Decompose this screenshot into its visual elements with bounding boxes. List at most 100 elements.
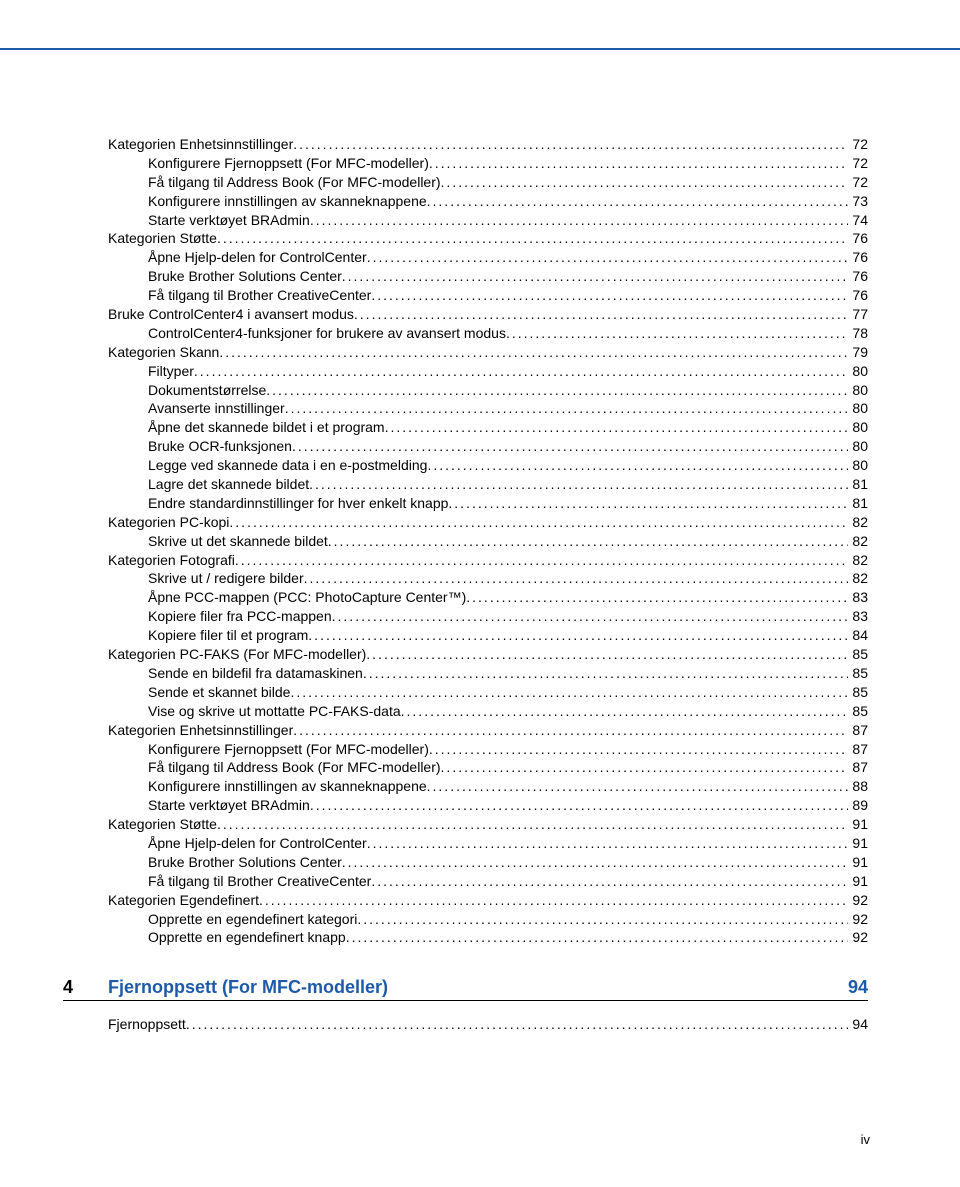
toc-leader-dots bbox=[186, 1015, 849, 1034]
toc-leader-dots bbox=[308, 626, 848, 645]
toc-entry-title: Avanserte innstillinger bbox=[148, 399, 285, 418]
toc-entry-title: Kopiere filer fra PCC-mappen bbox=[148, 607, 332, 626]
toc-entry-page: 76 bbox=[848, 286, 868, 305]
toc-entry-title: Konfigurere innstillingen av skanneknapp… bbox=[148, 777, 427, 796]
toc-entry-title: Vise og skrive ut mottatte PC-FAKS-data bbox=[148, 702, 401, 721]
toc-leader-dots bbox=[401, 702, 849, 721]
toc-leader-dots bbox=[367, 834, 849, 853]
toc-entry-title: Kategorien Egendefinert bbox=[108, 891, 259, 910]
toc-entry: Skrive ut / redigere bilder 82 bbox=[108, 569, 868, 588]
section-heading: 4 Fjernoppsett (For MFC-modeller) 94 bbox=[63, 977, 868, 1001]
toc-entry: Legge ved skannede data i en e-postmeldi… bbox=[108, 456, 868, 475]
toc-entry-title: Bruke ControlCenter4 i avansert modus bbox=[108, 305, 354, 324]
toc-entry: Filtyper 80 bbox=[108, 362, 868, 381]
toc-leader-dots bbox=[310, 796, 849, 815]
toc-leader-dots bbox=[448, 494, 848, 513]
toc-entry: Kopiere filer fra PCC-mappen 83 bbox=[108, 607, 868, 626]
toc-entry: Kategorien Egendefinert 92 bbox=[108, 891, 868, 910]
toc-entry-page: 91 bbox=[848, 815, 868, 834]
toc-entry-title: Åpne det skannede bildet i et program bbox=[148, 418, 385, 437]
toc-entry: Konfigurere innstillingen av skanneknapp… bbox=[108, 777, 868, 796]
toc-entry-title: Sende et skannet bilde bbox=[148, 683, 290, 702]
toc-leader-dots bbox=[429, 154, 849, 173]
toc-entry-page: 85 bbox=[848, 645, 868, 664]
toc-entry-title: Åpne Hjelp-delen for ControlCenter bbox=[148, 834, 367, 853]
toc-entry: Kategorien Støtte 91 bbox=[108, 815, 868, 834]
toc-entry: Åpne det skannede bildet i et program 80 bbox=[108, 418, 868, 437]
toc-entry: Få tilgang til Address Book (For MFC-mod… bbox=[108, 173, 868, 192]
toc-leader-dots bbox=[346, 928, 849, 947]
toc-entry: Kategorien Enhetsinnstillinger 87 bbox=[108, 721, 868, 740]
toc-entry-page: 92 bbox=[848, 910, 868, 929]
toc-entry: Fjernoppsett 94 bbox=[108, 1015, 868, 1034]
toc-entry-title: Kategorien Enhetsinnstillinger bbox=[108, 721, 293, 740]
toc-entry: Kategorien Støtte 76 bbox=[108, 229, 868, 248]
toc-content: Kategorien Enhetsinnstillinger 72Konfigu… bbox=[108, 135, 868, 1034]
toc-leader-dots bbox=[506, 324, 848, 343]
toc-leader-dots bbox=[194, 362, 849, 381]
toc-leader-dots bbox=[366, 645, 848, 664]
toc-entry-page: 89 bbox=[848, 796, 868, 815]
toc-entry-page: 72 bbox=[848, 135, 868, 154]
toc-entry-title: Skrive ut det skannede bildet bbox=[148, 532, 328, 551]
toc-entry-title: Bruke OCR-funksjonen bbox=[148, 437, 292, 456]
toc-entry-page: 77 bbox=[848, 305, 868, 324]
toc-entry: Dokumentstørrelse 80 bbox=[108, 381, 868, 400]
toc-entry-page: 80 bbox=[848, 456, 868, 475]
toc-entry-page: 92 bbox=[848, 891, 868, 910]
toc-entry-page: 91 bbox=[848, 853, 868, 872]
toc-leader-dots bbox=[371, 286, 848, 305]
toc-sub-list: Fjernoppsett 94 bbox=[108, 1015, 868, 1034]
toc-entry-title: Endre standardinnstillinger for hver enk… bbox=[148, 494, 448, 513]
toc-entry: Få tilgang til Brother CreativeCenter 76 bbox=[108, 286, 868, 305]
toc-entry-title: Skrive ut / redigere bilder bbox=[148, 569, 304, 588]
toc-entry-title: Bruke Brother Solutions Center bbox=[148, 853, 342, 872]
toc-entry-page: 76 bbox=[848, 267, 868, 286]
toc-entry: Lagre det skannede bildet 81 bbox=[108, 475, 868, 494]
toc-entry-title: Legge ved skannede data i en e-postmeldi… bbox=[148, 456, 427, 475]
toc-leader-dots bbox=[293, 721, 848, 740]
toc-entry: Bruke Brother Solutions Center 91 bbox=[108, 853, 868, 872]
toc-entry-page: 83 bbox=[848, 588, 868, 607]
toc-entry-title: Kategorien PC-FAKS (For MFC-modeller) bbox=[108, 645, 366, 664]
toc-entry-title: Kategorien PC-kopi bbox=[108, 513, 229, 532]
toc-entry-page: 80 bbox=[848, 362, 868, 381]
toc-entry-page: 72 bbox=[848, 173, 868, 192]
toc-entry: Få tilgang til Address Book (For MFC-mod… bbox=[108, 758, 868, 777]
toc-leader-dots bbox=[285, 399, 849, 418]
toc-entry: Åpne Hjelp-delen for ControlCenter 76 bbox=[108, 248, 868, 267]
toc-entry: Skrive ut det skannede bildet 82 bbox=[108, 532, 868, 551]
toc-entry-page: 81 bbox=[848, 494, 868, 513]
section-number: 4 bbox=[63, 977, 108, 998]
toc-entry-page: 82 bbox=[848, 513, 868, 532]
toc-entry-page: 76 bbox=[848, 229, 868, 248]
toc-entry-title: Kategorien Skann bbox=[108, 343, 219, 362]
toc-entry-page: 85 bbox=[848, 664, 868, 683]
header-rule bbox=[0, 48, 960, 50]
toc-entry-page: 80 bbox=[848, 381, 868, 400]
toc-entry-page: 72 bbox=[848, 154, 868, 173]
toc-entry: Opprette en egendefinert kategori 92 bbox=[108, 910, 868, 929]
toc-entry-title: Konfigurere innstillingen av skanneknapp… bbox=[148, 192, 427, 211]
toc-leader-dots bbox=[354, 305, 849, 324]
toc-entry-page: 73 bbox=[848, 192, 868, 211]
toc-entry: Konfigurere Fjernoppsett (For MFC-modell… bbox=[108, 154, 868, 173]
toc-entry: Starte verktøyet BRAdmin 74 bbox=[108, 211, 868, 230]
toc-leader-dots bbox=[332, 607, 849, 626]
toc-leader-dots bbox=[235, 551, 849, 570]
toc-entry-page: 92 bbox=[848, 928, 868, 947]
toc-entry: Åpne Hjelp-delen for ControlCenter 91 bbox=[108, 834, 868, 853]
toc-entry-title: Kategorien Støtte bbox=[108, 815, 217, 834]
section-title: Fjernoppsett (For MFC-modeller) bbox=[108, 977, 848, 998]
toc-entry: Kategorien PC-FAKS (For MFC-modeller) 85 bbox=[108, 645, 868, 664]
toc-leader-dots bbox=[342, 853, 849, 872]
toc-entry-page: 80 bbox=[848, 418, 868, 437]
toc-entry-title: Konfigurere Fjernoppsett (For MFC-modell… bbox=[148, 740, 429, 759]
toc-entry-title: Kategorien Støtte bbox=[108, 229, 217, 248]
toc-leader-dots bbox=[229, 513, 848, 532]
toc-entry-page: 88 bbox=[848, 777, 868, 796]
toc-entry-title: ControlCenter4-funksjoner for brukere av… bbox=[148, 324, 506, 343]
toc-entry-title: Dokumentstørrelse bbox=[148, 381, 266, 400]
toc-entry-page: 78 bbox=[848, 324, 868, 343]
toc-entry-page: 76 bbox=[848, 248, 868, 267]
